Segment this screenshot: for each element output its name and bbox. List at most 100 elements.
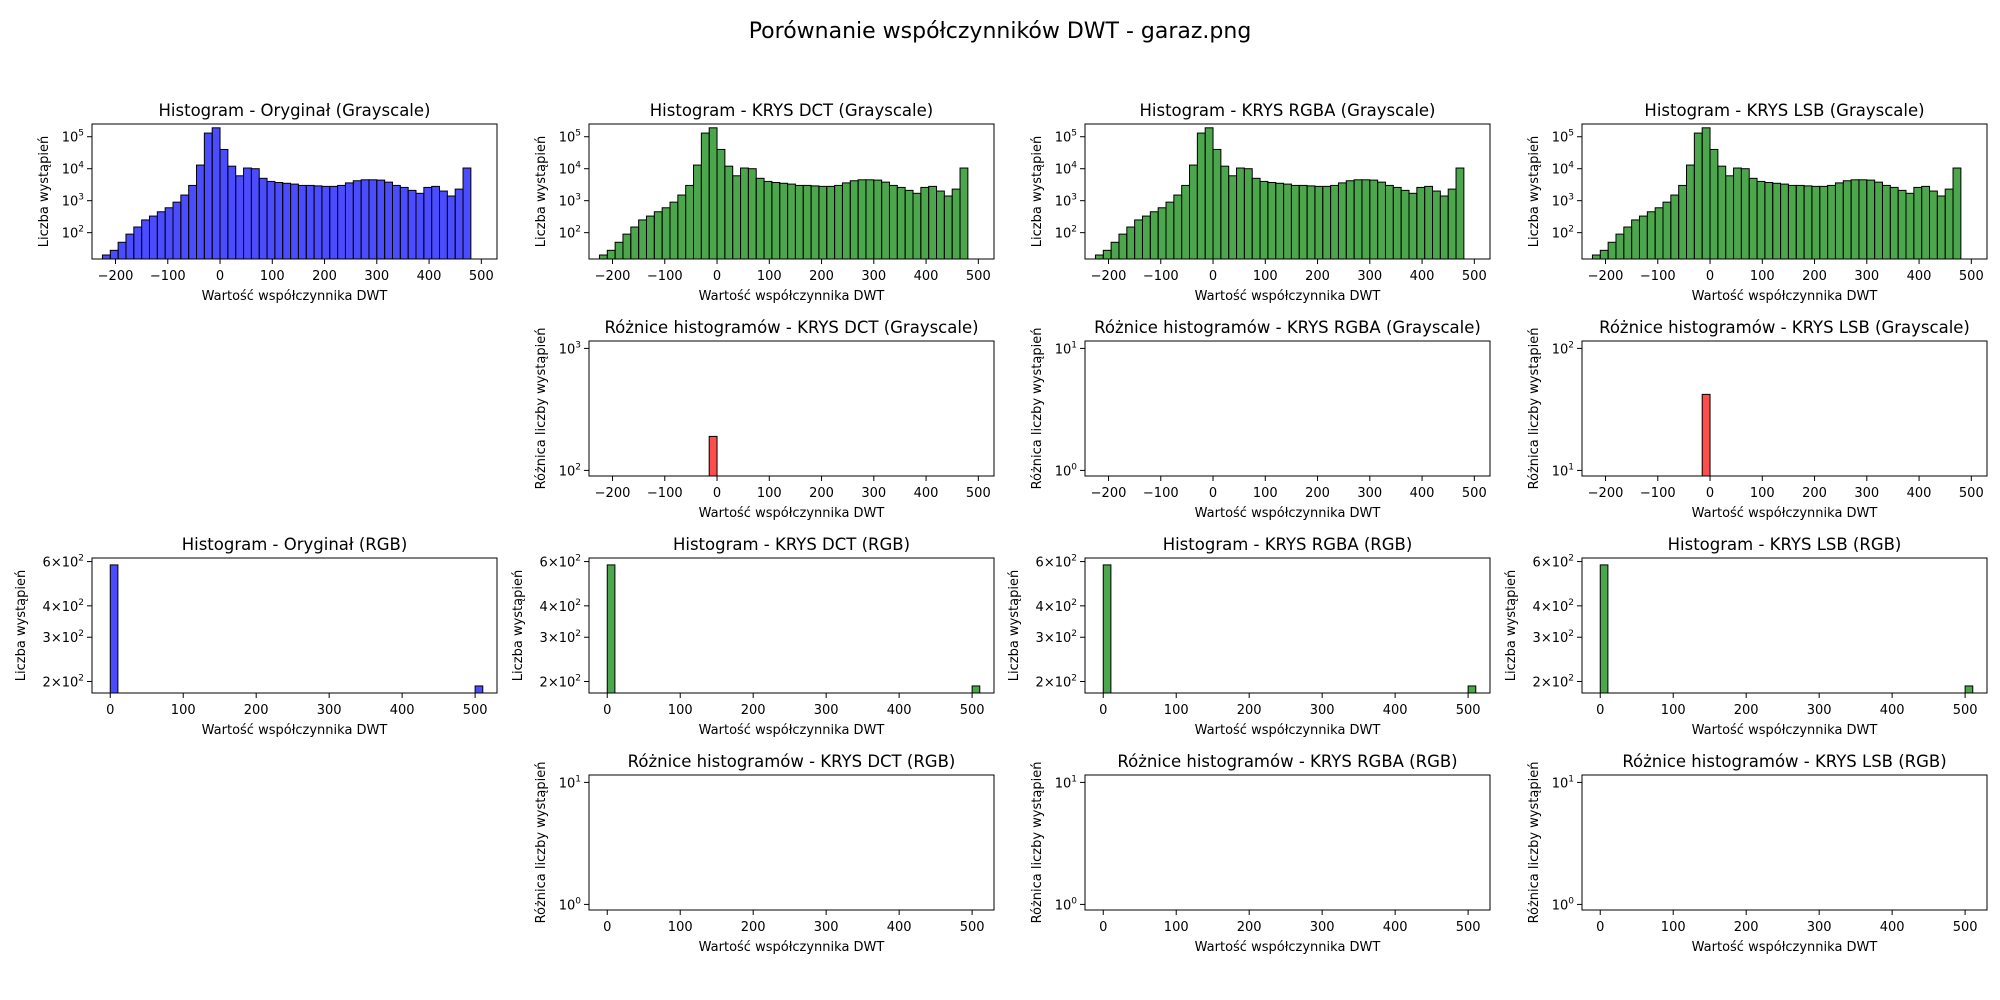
- histogram-bar: [1094, 254, 1104, 260]
- y-tick-mantissa: 2: [1036, 675, 1044, 690]
- y-tick-exponent: 1: [1071, 340, 1077, 350]
- y-tick-exponent: 0: [1071, 462, 1077, 472]
- y-tick-label: 104: [1552, 161, 1575, 178]
- histogram-bar: [1330, 184, 1339, 260]
- y-tick-times: ×: [51, 556, 62, 571]
- y-tick-exponent: 2: [1071, 225, 1077, 235]
- histogram-bar: [1881, 184, 1891, 260]
- histogram-bar: [156, 211, 166, 260]
- x-tick-label: 100: [668, 703, 693, 718]
- histogram-bar: [1795, 184, 1805, 260]
- histogram-bar: [865, 179, 875, 260]
- y-tick-exponent: 0: [1071, 896, 1077, 906]
- x-tick-label: 0: [1596, 703, 1604, 718]
- figure-title: Porównanie współczynników DWT - garaz.pn…: [749, 19, 1252, 44]
- y-tick-mantissa: 3: [1036, 631, 1044, 646]
- histogram-bar: [818, 185, 828, 260]
- histogram-bar: [771, 182, 781, 260]
- x-tick-label: 0: [106, 703, 114, 718]
- y-tick-base: 10: [62, 131, 79, 146]
- y-tick-mantissa: 2: [43, 675, 51, 690]
- histogram-bar: [235, 175, 245, 260]
- y-tick-mantissa: 6: [540, 556, 548, 571]
- histogram-bar: [1740, 168, 1750, 260]
- histogram-bar: [1102, 564, 1112, 694]
- histogram-bar: [1322, 185, 1332, 260]
- x-tick-label: 100: [668, 920, 693, 935]
- y-tick-base: 10: [559, 675, 576, 690]
- y-tick-label: 102: [1055, 225, 1077, 242]
- x-tick-label: 500: [1959, 486, 1984, 501]
- y-tick-label: 6×102: [1036, 554, 1077, 571]
- histogram-bar: [431, 185, 441, 260]
- histogram-bar: [141, 219, 150, 260]
- y-tick-exponent: 4: [78, 161, 84, 171]
- y-tick-label: 3×102: [1036, 629, 1077, 646]
- y-tick-exponent: 5: [78, 129, 84, 139]
- histogram-bar: [133, 226, 143, 260]
- histogram-bar: [329, 185, 339, 260]
- x-tick-label: 100: [757, 269, 782, 284]
- histogram-bar: [606, 564, 616, 694]
- y-tick-label: 103: [62, 193, 84, 210]
- y-tick-base: 10: [1055, 600, 1072, 615]
- x-tick-label: 100: [260, 269, 285, 284]
- histogram-bar: [290, 183, 299, 260]
- histogram-bar: [1842, 180, 1852, 260]
- y-tick-base: 10: [1552, 131, 1569, 146]
- y-tick-label: 104: [62, 161, 85, 178]
- x-tick-label: 400: [417, 269, 442, 284]
- histogram-bar: [1662, 201, 1672, 260]
- histogram-bar: [794, 184, 804, 260]
- subplot-title: Różnice histogramów - KRYS LSB (RGB): [1622, 752, 1946, 771]
- histogram-bar: [1432, 190, 1441, 260]
- x-tick-label: 100: [1750, 269, 1775, 284]
- histogram-bar: [606, 249, 616, 260]
- histogram-bar: [305, 184, 315, 260]
- x-tick-label: 400: [390, 703, 415, 718]
- y-tick-exponent: 3: [575, 193, 581, 203]
- y-tick-exponent: 2: [1568, 673, 1574, 683]
- y-tick-label: 102: [62, 225, 84, 242]
- histogram-bar: [1251, 177, 1261, 260]
- histogram-bar: [1189, 164, 1198, 260]
- x-tick-label: 100: [1164, 703, 1189, 718]
- histogram-bar: [669, 201, 679, 260]
- histogram-bar: [282, 182, 292, 260]
- x-tick-label: 500: [966, 486, 991, 501]
- histogram-bar: [747, 168, 757, 260]
- histogram-bar: [1361, 179, 1371, 260]
- histogram-bar: [117, 241, 127, 260]
- axes-frame: [1084, 774, 1491, 911]
- histogram-bar: [1314, 185, 1324, 260]
- x-tick-label: 200: [1802, 269, 1827, 284]
- histogram-bar: [708, 127, 718, 260]
- y-tick-label: 6×102: [1533, 554, 1574, 571]
- axes-frame: [1084, 123, 1491, 260]
- histogram-bar: [661, 207, 671, 260]
- x-axis-label: Wartość współczynnika DWT: [202, 289, 388, 304]
- histogram-bar: [125, 233, 135, 260]
- histogram-bar: [1764, 182, 1774, 260]
- histogram-bar: [708, 435, 718, 477]
- histogram-bar: [881, 181, 890, 260]
- y-tick-base: 10: [1055, 776, 1072, 791]
- histogram-bar: [638, 219, 647, 260]
- y-axis-label: Liczba wystąpień: [1527, 136, 1542, 247]
- y-tick-times: ×: [548, 631, 559, 646]
- y-tick-exponent: 2: [1568, 340, 1574, 350]
- y-tick-exponent: 5: [1568, 129, 1574, 139]
- x-tick-label: 400: [887, 920, 912, 935]
- x-tick-label: 300: [814, 920, 839, 935]
- histogram-bar: [1298, 184, 1308, 260]
- x-tick-label: 300: [1310, 703, 1335, 718]
- subplot-grid: −200 −100 0 100 200 300 400 500102103104105Hist…: [14, 101, 1988, 955]
- y-tick-base: 10: [1552, 631, 1569, 646]
- histogram-bar: [148, 215, 158, 260]
- y-tick-base: 10: [1552, 195, 1569, 210]
- histogram-bar: [1717, 165, 1727, 260]
- y-tick-times: ×: [1541, 600, 1552, 615]
- histogram-bar: [1929, 190, 1938, 260]
